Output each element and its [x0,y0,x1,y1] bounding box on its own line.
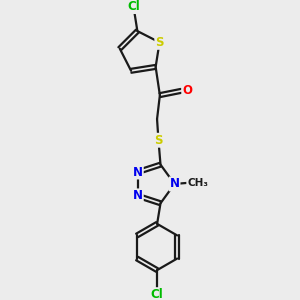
Text: N: N [133,166,143,178]
Text: N: N [169,178,179,190]
Text: N: N [133,189,143,203]
Text: S: S [154,134,163,147]
Text: O: O [182,84,192,98]
Text: S: S [155,36,164,49]
Text: Cl: Cl [151,288,164,300]
Text: Cl: Cl [127,0,140,13]
Text: CH₃: CH₃ [187,178,208,188]
